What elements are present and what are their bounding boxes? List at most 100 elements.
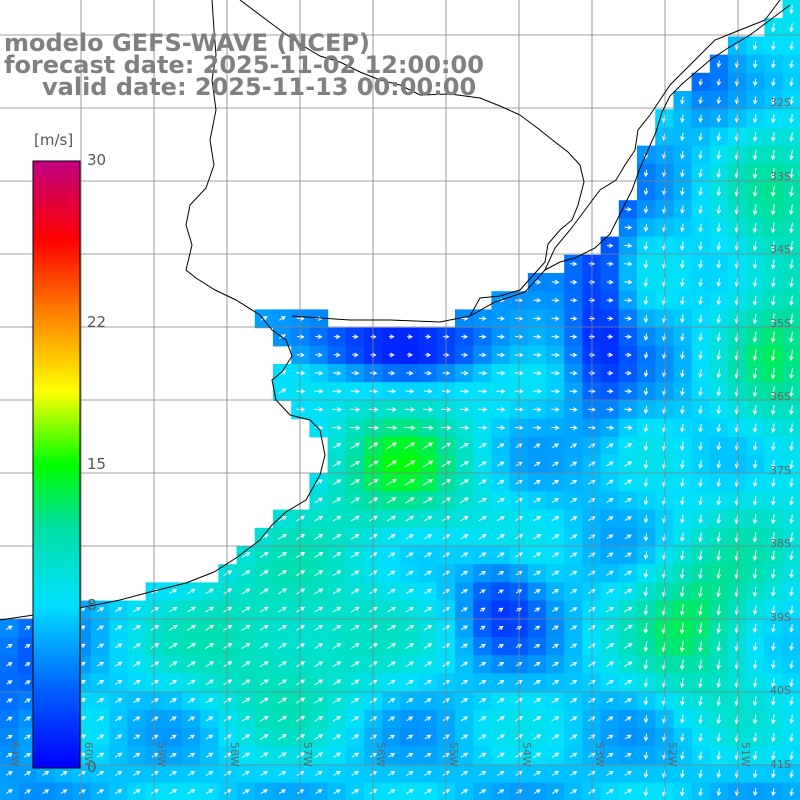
wind-arrow	[752, 423, 758, 433]
wind-arrow	[533, 425, 542, 431]
wind-arrow	[150, 625, 160, 631]
wind-arrow	[5, 789, 14, 794]
wind-arrow	[624, 679, 633, 686]
wind-arrow	[168, 624, 178, 631]
wind-arrow	[24, 643, 31, 649]
wind-arrow	[551, 716, 560, 722]
wind-arrow	[352, 352, 359, 358]
wind-arrow	[789, 114, 794, 124]
wind-arrow	[24, 716, 32, 722]
wind-arrow	[424, 716, 432, 722]
latitude-label: 40S	[770, 684, 791, 697]
wind-arrow	[533, 497, 542, 503]
wind-arrow	[789, 788, 794, 797]
wind-arrow	[387, 388, 397, 394]
wind-arrow	[789, 678, 794, 688]
wind-arrow	[716, 622, 721, 634]
wind-arrow	[422, 460, 434, 468]
wind-arrow	[771, 41, 776, 51]
wind-arrow	[350, 552, 360, 558]
wind-arrow	[478, 316, 487, 321]
wind-arrow	[770, 186, 776, 198]
wind-arrow	[551, 479, 560, 485]
wind-arrow	[387, 515, 397, 522]
wind-arrow	[498, 607, 504, 613]
wind-arrow	[752, 259, 758, 270]
wind-arrow	[569, 425, 578, 431]
wind-arrow	[133, 770, 141, 776]
longitude-label: 51W	[739, 742, 752, 767]
wind-arrow	[479, 589, 486, 594]
wind-arrow	[624, 497, 632, 503]
wind-arrow	[533, 297, 542, 303]
wind-arrow	[606, 316, 614, 321]
wind-arrow	[241, 624, 251, 631]
wind-arrow	[332, 588, 342, 595]
wind-arrow	[314, 752, 323, 758]
wind-arrow	[114, 789, 123, 795]
wind-arrow	[314, 407, 324, 412]
wind-arrow	[607, 334, 614, 340]
wind-arrow	[388, 352, 395, 358]
wind-arrow	[643, 551, 649, 560]
wind-arrow	[698, 387, 703, 397]
wind-arrow	[168, 643, 178, 650]
longitude-label: 52W	[666, 742, 679, 767]
wind-arrow	[387, 570, 396, 576]
wind-arrow	[698, 296, 703, 306]
wind-arrow	[332, 443, 342, 449]
wind-arrow	[186, 661, 196, 668]
wind-arrow	[680, 96, 685, 105]
wind-arrow	[259, 588, 269, 595]
wind-arrow	[332, 661, 342, 668]
wind-arrow	[752, 114, 758, 124]
wind-arrow	[497, 770, 505, 776]
wind-arrow	[680, 278, 685, 288]
wind-arrow	[680, 460, 685, 470]
wind-arrow	[332, 552, 342, 558]
wind-arrow	[624, 716, 632, 722]
wind-arrow	[643, 696, 649, 706]
wind-arrow	[533, 352, 542, 358]
wind-arrow	[716, 769, 722, 779]
wind-arrow	[423, 643, 433, 649]
title-forecast-date: forecast date: 2025-11-02 12:00:00	[4, 51, 484, 79]
wind-arrow	[404, 497, 415, 504]
wind-arrow	[698, 787, 703, 797]
wind-arrow	[624, 570, 633, 576]
wind-arrow	[606, 279, 614, 285]
wind-arrow	[314, 770, 323, 776]
wind-arrow	[405, 661, 415, 668]
wind-arrow	[277, 552, 288, 559]
wind-arrow	[332, 388, 342, 394]
wind-arrow	[187, 588, 196, 595]
wind-arrow	[497, 644, 504, 649]
wind-arrow	[278, 316, 286, 321]
wind-arrow	[679, 568, 685, 580]
wind-arrow	[532, 388, 542, 394]
wind-arrow	[423, 497, 433, 504]
wind-arrow	[223, 716, 232, 722]
wind-arrow	[314, 734, 324, 740]
wind-arrow	[96, 734, 105, 740]
colorbar-tick-label: 0	[87, 758, 97, 776]
wind-arrow	[478, 497, 487, 504]
wind-arrow	[716, 350, 722, 361]
wind-arrow	[460, 388, 470, 394]
wind-arrow	[716, 205, 722, 215]
wind-arrow	[607, 370, 614, 376]
wind-arrow	[223, 643, 233, 650]
wind-arrow	[789, 41, 794, 51]
wind-arrow	[624, 698, 633, 704]
latitude-label: 35S	[770, 316, 791, 330]
wind-arrow	[752, 678, 758, 688]
wind-arrow	[770, 204, 776, 216]
wind-arrow	[698, 168, 703, 178]
wind-arrow	[569, 643, 578, 649]
wind-arrow	[680, 241, 685, 251]
wind-arrow	[497, 461, 505, 467]
wind-arrow	[789, 605, 794, 615]
wind-arrow	[551, 698, 560, 704]
wind-arrow	[698, 496, 703, 506]
wind-arrow	[277, 679, 287, 686]
